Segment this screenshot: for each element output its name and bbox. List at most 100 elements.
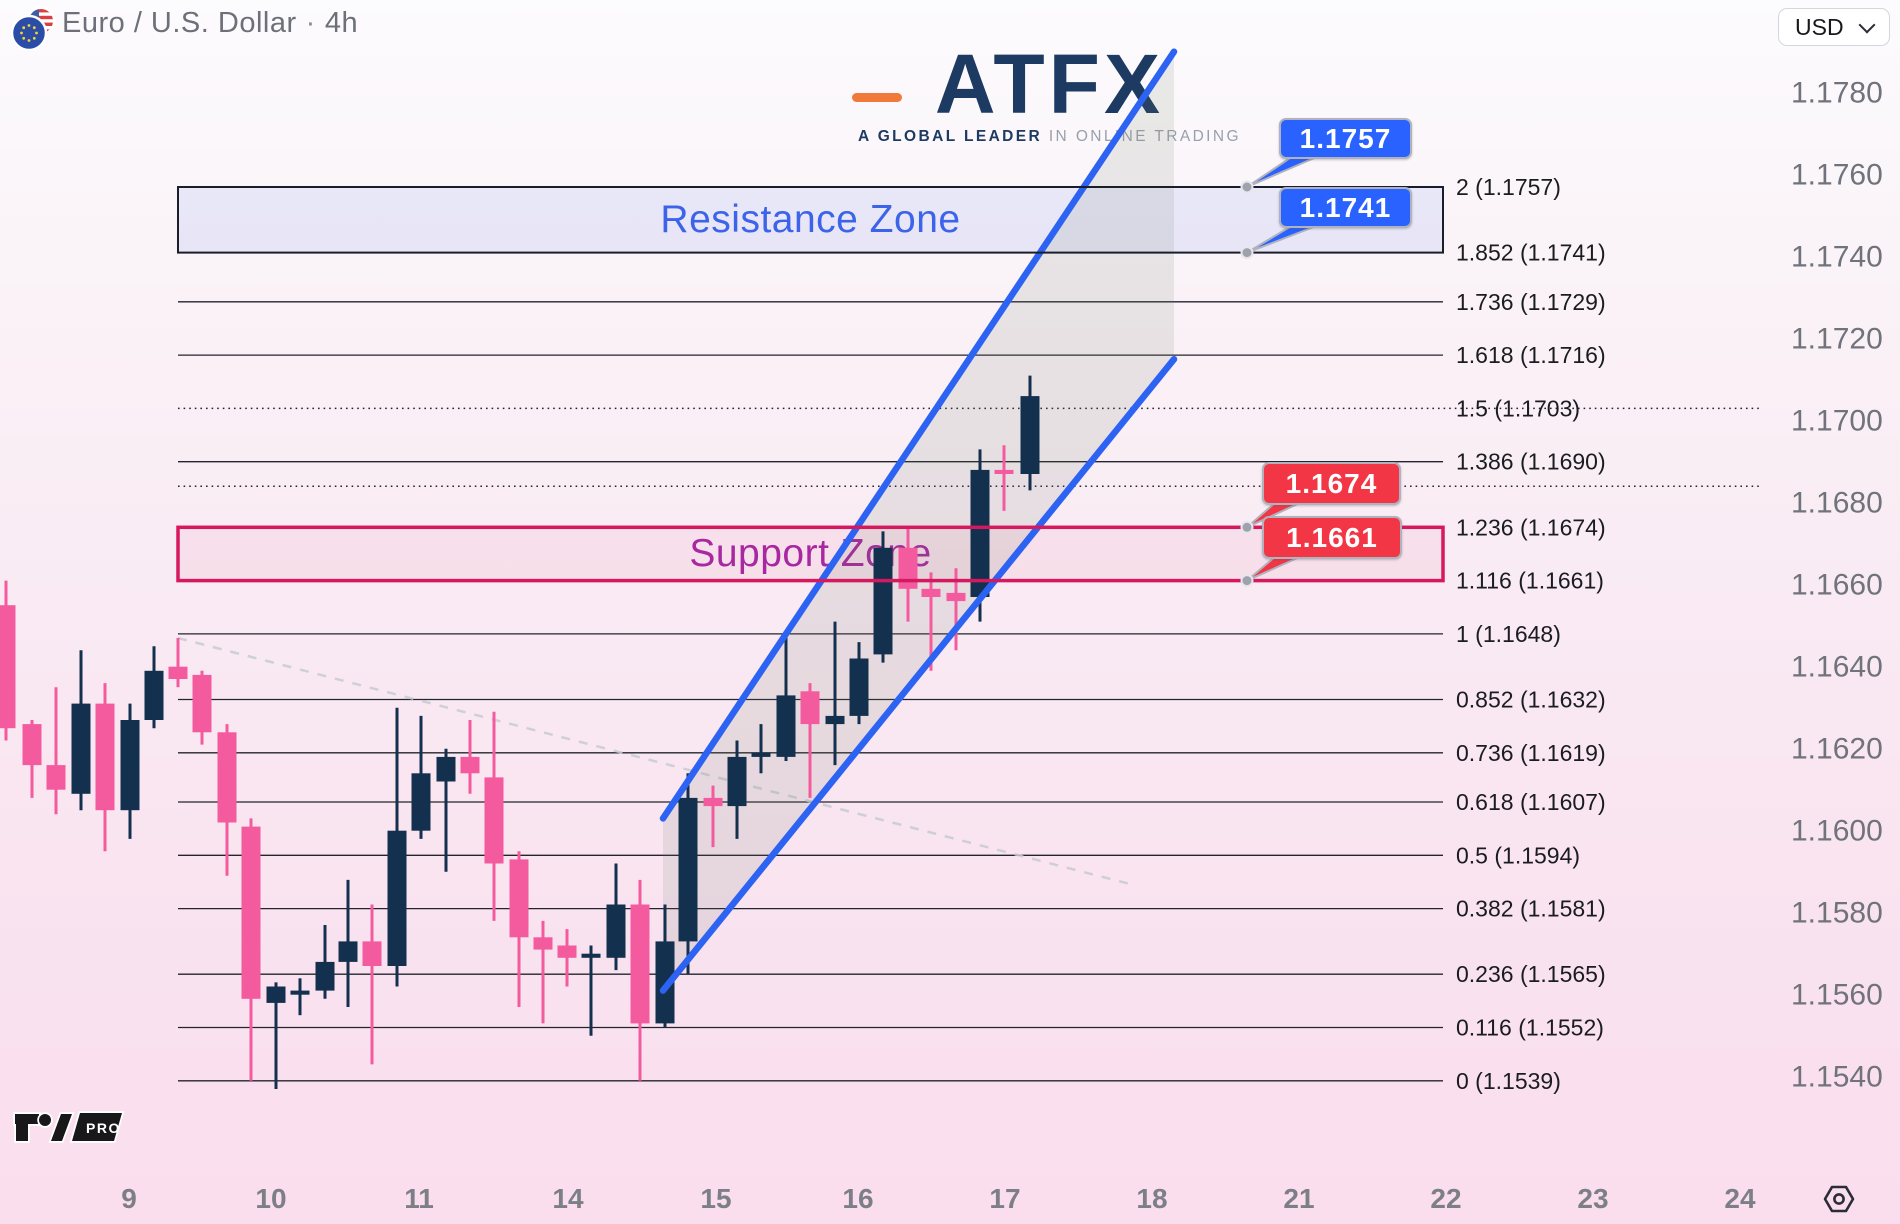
pro-badge-text: PRO <box>86 1120 121 1136</box>
candle-body <box>338 941 358 962</box>
y-axis-label[interactable]: 1.1620 <box>1791 733 1883 766</box>
fib-level-label: 1.852 (1.1741) <box>1456 240 1606 266</box>
candle-body <box>484 777 504 864</box>
candle-body <box>557 945 577 958</box>
y-axis-label[interactable]: 1.1700 <box>1791 405 1883 438</box>
candle-body <box>22 724 42 766</box>
resistance-zone-fill <box>178 187 1443 253</box>
y-axis-label[interactable]: 1.1560 <box>1791 979 1883 1012</box>
candle-body <box>144 670 164 720</box>
y-axis-label[interactable]: 1.1540 <box>1791 1061 1883 1094</box>
callout-tail <box>1246 155 1320 188</box>
x-axis-label[interactable]: 9 <box>121 1183 137 1214</box>
candle-body <box>678 797 698 942</box>
x-axis-label[interactable]: 24 <box>1724 1183 1756 1214</box>
price-callout-blue-1: 1.1757 <box>1279 118 1412 159</box>
timeframe-label: 4h <box>324 7 359 39</box>
symbol-title[interactable]: Euro / U.S. Dollar · 4h <box>62 7 358 40</box>
candle-body <box>168 666 188 679</box>
candle-body <box>0 605 16 729</box>
support-zone-border <box>176 525 1445 583</box>
candle-body <box>290 990 310 995</box>
x-axis-label[interactable]: 21 <box>1283 1183 1314 1214</box>
fib-level-label: 0.116 (1.1552) <box>1456 1015 1604 1041</box>
candle-body <box>873 547 893 655</box>
ascending-channel-lower-line <box>659 355 1178 994</box>
y-axis-label[interactable]: 1.1760 <box>1791 159 1883 192</box>
candle-body <box>71 703 91 794</box>
chart-header: Euro / U.S. Dollar · 4h USD <box>0 0 1900 52</box>
x-axis-label[interactable]: 16 <box>842 1183 873 1214</box>
x-axis-label[interactable]: 17 <box>989 1183 1020 1214</box>
settings-icon[interactable] <box>1820 1182 1858 1216</box>
atfx-watermark: ATFX A GLOBAL LEADER IN ONLINE TRADING <box>852 42 1241 146</box>
candle-body <box>95 703 115 811</box>
candle-body <box>898 547 918 589</box>
atfx-orange-bar <box>852 93 902 102</box>
currency-select[interactable]: USD <box>1778 8 1890 46</box>
symbol-flag-icon <box>8 2 58 52</box>
callout-anchor-dot <box>1240 574 1254 588</box>
fib-level-label: 1 (1.1648) <box>1456 621 1561 647</box>
fib-level-label: 0.736 (1.1619) <box>1456 740 1606 766</box>
candle-body <box>192 674 212 733</box>
fib-level-label: 0.618 (1.1607) <box>1456 789 1606 815</box>
candle-body <box>776 695 796 757</box>
candle-body <box>800 691 820 725</box>
atfx-logo-text: ATFX <box>852 42 1241 126</box>
candle-body <box>120 720 140 811</box>
candle-body <box>533 937 553 950</box>
y-axis-label[interactable]: 1.1580 <box>1791 897 1883 930</box>
x-axis-label[interactable]: 15 <box>700 1183 731 1214</box>
candle-body <box>970 469 990 597</box>
y-axis-label[interactable]: 1.1780 <box>1791 77 1883 110</box>
price-callout-red-2: 1.1661 <box>1262 516 1402 559</box>
fib-level-label: 0.852 (1.1632) <box>1456 687 1606 713</box>
candle-body <box>994 469 1014 474</box>
fib-level-label: 1.618 (1.1716) <box>1456 342 1606 368</box>
fib-level-label: 0.236 (1.1565) <box>1456 961 1606 987</box>
fib-level-label: 1.5 (1.1703) <box>1456 395 1580 421</box>
fib-level-label: 0 (1.1539) <box>1456 1068 1561 1094</box>
fib-level-label: 2 (1.1757) <box>1456 174 1561 200</box>
price-callout-blue-2: 1.1741 <box>1279 187 1412 228</box>
x-axis-label[interactable]: 22 <box>1430 1183 1461 1214</box>
fib-level-label: 0.382 (1.1581) <box>1456 896 1606 922</box>
descending-trendline-dashed <box>177 636 1131 886</box>
x-axis-label[interactable]: 14 <box>552 1183 584 1214</box>
candle-body <box>1020 396 1040 474</box>
candle-body <box>266 986 286 1003</box>
y-axis-label[interactable]: 1.1740 <box>1791 241 1883 274</box>
chevron-down-icon <box>1858 16 1876 34</box>
fib-level-label: 1.116 (1.1661) <box>1456 568 1604 594</box>
x-axis-label[interactable]: 10 <box>255 1183 286 1214</box>
y-axis-label[interactable]: 1.1600 <box>1791 815 1883 848</box>
atfx-tagline: A GLOBAL LEADER IN ONLINE TRADING <box>858 128 1241 145</box>
candle-body <box>581 953 601 958</box>
y-axis-label[interactable]: 1.1640 <box>1791 651 1883 684</box>
y-axis-label[interactable]: 1.1720 <box>1791 323 1883 356</box>
candle-body <box>727 756 747 807</box>
candle-body <box>46 765 66 790</box>
candle-body <box>460 756 480 774</box>
support-zone-fill <box>178 527 1443 581</box>
callout-anchor-dot <box>1240 520 1254 534</box>
resistance-zone-border <box>177 186 1444 254</box>
x-axis-label[interactable]: 23 <box>1577 1183 1608 1214</box>
y-axis-label[interactable]: 1.1660 <box>1791 569 1883 602</box>
price-callout-red-1: 1.1674 <box>1262 462 1401 505</box>
fib-level-label: 1.236 (1.1674) <box>1456 514 1606 540</box>
candle-body <box>509 859 529 938</box>
fib-level-label: 1.386 (1.1690) <box>1456 449 1606 475</box>
candle-body <box>946 592 966 602</box>
candle-body <box>655 941 675 1024</box>
x-axis-label[interactable]: 18 <box>1136 1183 1167 1214</box>
fib-level-label: 0.5 (1.1594) <box>1456 842 1580 868</box>
callout-anchor-dot <box>1240 180 1254 194</box>
y-axis-label[interactable]: 1.1680 <box>1791 487 1883 520</box>
x-axis-label[interactable]: 11 <box>404 1183 434 1214</box>
fib-level-label: 1.736 (1.1729) <box>1456 289 1606 315</box>
candle-body <box>825 715 845 725</box>
